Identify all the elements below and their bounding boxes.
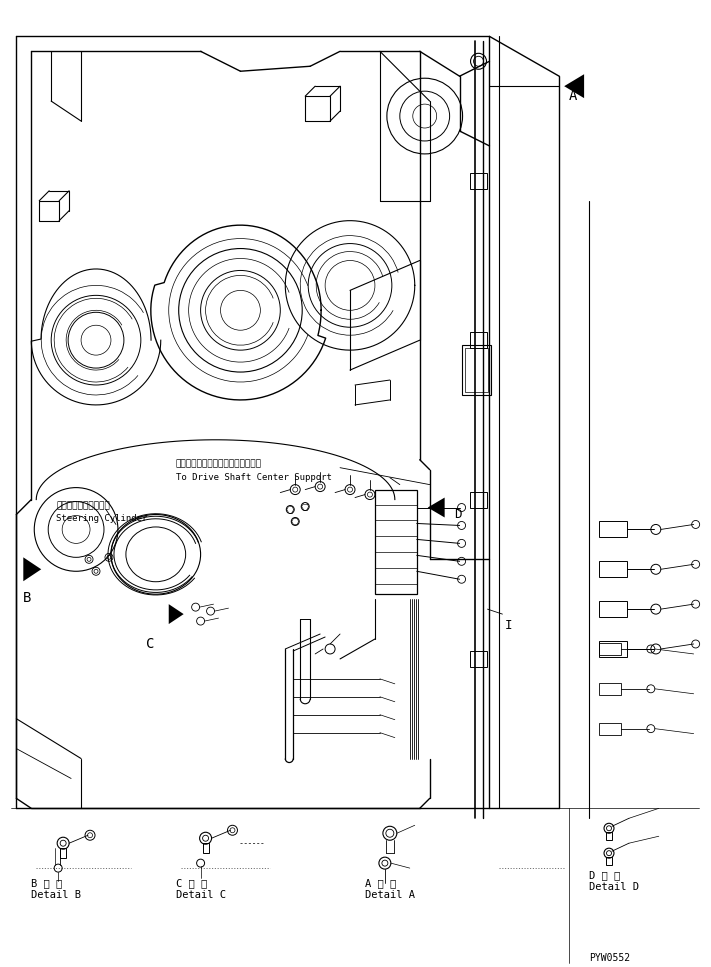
Bar [606,857,612,865]
Bar [461,345,491,395]
Bar [599,643,621,655]
Bar [599,722,621,735]
Bar [599,601,627,617]
Bar [469,491,488,508]
Text: B: B [23,591,32,605]
Bar [375,489,417,594]
Text: C: C [146,637,154,651]
Bar [203,843,208,853]
Text: Detail D: Detail D [589,882,639,892]
Text: Detail C: Detail C [176,890,225,900]
Bar [606,833,612,840]
Circle shape [293,487,298,492]
Text: C 詳 細: C 詳 細 [176,878,207,888]
Circle shape [368,492,373,497]
Bar [469,333,488,348]
Text: PYW0552: PYW0552 [589,952,630,963]
Text: A: A [570,89,577,103]
Polygon shape [565,74,584,98]
Text: ドライブシャフトセンタサポートへ: ドライブシャフトセンタサポートへ [176,459,262,469]
Text: ステアリングシリンダ: ステアリングシリンダ [56,502,110,511]
Circle shape [348,487,353,492]
Bar [599,683,621,695]
Text: To Drive Shaft Center Support: To Drive Shaft Center Support [176,473,331,482]
Polygon shape [428,498,444,517]
Text: Detail B: Detail B [31,890,81,900]
Bar [464,348,488,392]
Bar [469,651,488,667]
Polygon shape [23,557,41,581]
Text: Detail A: Detail A [365,890,415,900]
Polygon shape [169,604,183,624]
Text: D: D [454,508,462,520]
Text: B 詳 細: B 詳 細 [31,878,63,888]
Bar [469,173,488,189]
Text: I: I [504,619,512,632]
Text: D 詳 細: D 詳 細 [589,870,620,880]
Text: A 詳 細: A 詳 細 [365,878,396,888]
Circle shape [318,484,323,489]
Bar [599,641,627,657]
Bar [599,561,627,577]
Text: Steering Cylinder: Steering Cylinder [56,513,148,522]
Bar [599,521,627,538]
Bar [60,848,66,858]
